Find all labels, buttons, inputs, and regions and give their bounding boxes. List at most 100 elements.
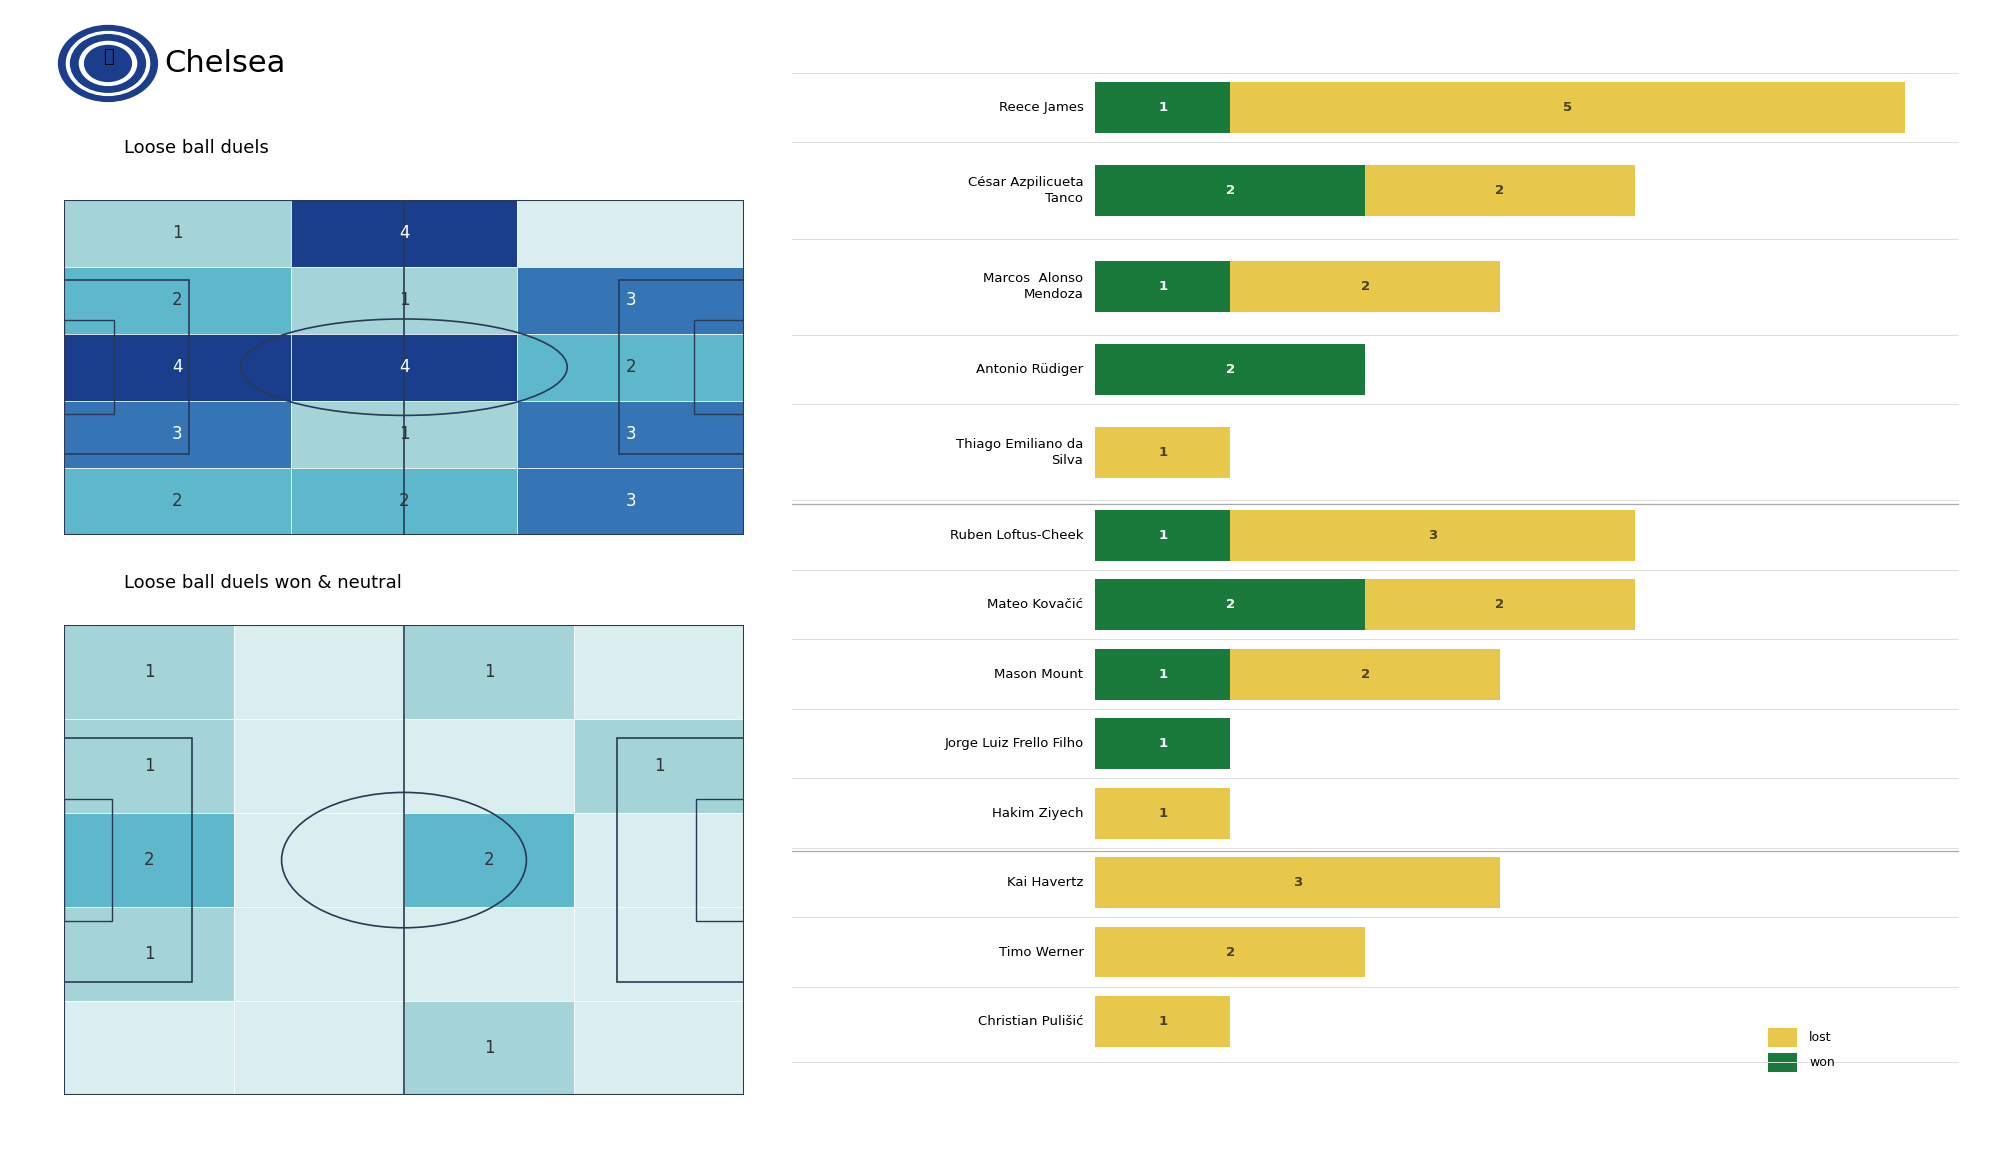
Text: 1: 1 (1158, 1015, 1168, 1028)
Text: César Azpilicueta
Tanco: César Azpilicueta Tanco (968, 176, 1084, 204)
Text: 1: 1 (172, 224, 182, 242)
Bar (64, 267, 290, 334)
Text: 2: 2 (172, 291, 182, 309)
Bar (1096, 344, 1366, 395)
Text: Marcos  Alonso
Mendoza: Marcos Alonso Mendoza (984, 273, 1084, 301)
Text: 3: 3 (626, 492, 636, 510)
Bar (234, 625, 404, 719)
Text: 1: 1 (144, 757, 154, 776)
Text: Kai Havertz: Kai Havertz (1008, 877, 1084, 889)
Text: 2: 2 (172, 492, 182, 510)
Text: Jorge Luiz Frello Filho: Jorge Luiz Frello Filho (944, 737, 1084, 750)
Bar (694, 321, 744, 414)
Text: 1: 1 (484, 663, 494, 682)
Bar (290, 267, 518, 334)
Text: 2: 2 (1226, 184, 1234, 197)
Bar (64, 334, 290, 401)
Text: 1: 1 (1158, 445, 1168, 459)
Text: 1: 1 (1158, 667, 1168, 680)
Bar (574, 719, 744, 813)
Bar (1230, 649, 1500, 699)
Bar (234, 719, 404, 813)
Bar (64, 625, 234, 719)
Text: Hakim Ziyech: Hakim Ziyech (992, 806, 1084, 820)
Bar (404, 907, 574, 1001)
Bar (574, 1001, 744, 1095)
Text: Thiago Emiliano da
Silva: Thiago Emiliano da Silva (956, 438, 1084, 466)
Text: 2: 2 (1360, 280, 1370, 293)
Bar (1096, 787, 1230, 839)
Bar (290, 200, 518, 267)
Bar (1096, 82, 1230, 133)
Text: 1: 1 (1158, 280, 1168, 293)
Bar (518, 334, 744, 401)
Bar (696, 799, 744, 921)
Text: 2: 2 (1226, 363, 1234, 376)
Text: 2: 2 (1360, 667, 1370, 680)
Text: 1: 1 (144, 663, 154, 682)
Text: Mason Mount: Mason Mount (994, 667, 1084, 680)
Text: 1: 1 (398, 425, 410, 443)
Bar (1096, 427, 1230, 478)
Bar (1096, 718, 1230, 768)
Bar (1096, 261, 1230, 313)
Bar (64, 280, 188, 455)
Bar (518, 200, 744, 267)
Bar (1096, 579, 1366, 630)
Text: Reece James: Reece James (998, 101, 1084, 114)
Bar (64, 813, 234, 907)
Text: 2: 2 (1496, 184, 1504, 197)
Text: Antonio Rüdiger: Antonio Rüdiger (976, 363, 1084, 376)
Text: 3: 3 (626, 291, 636, 309)
Text: 1: 1 (1158, 529, 1168, 542)
Bar (1768, 1028, 1798, 1047)
Text: 1: 1 (144, 945, 154, 963)
Text: Loose ball duels won & neutral: Loose ball duels won & neutral (124, 573, 402, 592)
Bar (1230, 261, 1500, 313)
Bar (234, 1001, 404, 1095)
Text: Christian Pulišić: Christian Pulišić (978, 1015, 1084, 1028)
Text: 1: 1 (398, 291, 410, 309)
Text: 4: 4 (398, 358, 410, 376)
Bar (64, 321, 114, 414)
Bar (64, 401, 290, 468)
Text: Loose ball duels: Loose ball duels (124, 139, 268, 157)
Text: Timo Werner: Timo Werner (998, 946, 1084, 959)
Bar (64, 1001, 234, 1095)
Text: 4: 4 (172, 358, 182, 376)
Bar (1768, 1053, 1798, 1072)
Text: 🦁: 🦁 (102, 48, 114, 67)
Bar (64, 200, 290, 267)
Bar (1096, 649, 1230, 699)
Bar (64, 738, 192, 982)
Bar (64, 719, 234, 813)
Text: won: won (1810, 1056, 1836, 1069)
Text: Ruben Loftus-Cheek: Ruben Loftus-Cheek (950, 529, 1084, 542)
Text: 2: 2 (1226, 598, 1234, 611)
Bar (518, 267, 744, 334)
Text: 2: 2 (1496, 598, 1504, 611)
Bar (404, 625, 574, 719)
Bar (518, 401, 744, 468)
Bar (64, 468, 290, 535)
Text: 2: 2 (398, 492, 410, 510)
Bar (1366, 579, 1634, 630)
Text: 2: 2 (144, 851, 154, 870)
Bar (574, 813, 744, 907)
Bar (1230, 510, 1634, 560)
Circle shape (58, 26, 158, 101)
Bar (64, 907, 234, 1001)
Text: 3: 3 (1428, 529, 1438, 542)
Bar (404, 719, 574, 813)
Bar (290, 468, 518, 535)
Bar (616, 738, 744, 982)
Bar (1096, 858, 1500, 908)
Text: 3: 3 (626, 425, 636, 443)
Text: 2: 2 (626, 358, 636, 376)
Bar (64, 799, 112, 921)
Bar (1096, 927, 1366, 978)
Text: 5: 5 (1562, 101, 1572, 114)
Bar (1230, 82, 1904, 133)
Text: 1: 1 (484, 1039, 494, 1058)
Circle shape (80, 41, 136, 86)
